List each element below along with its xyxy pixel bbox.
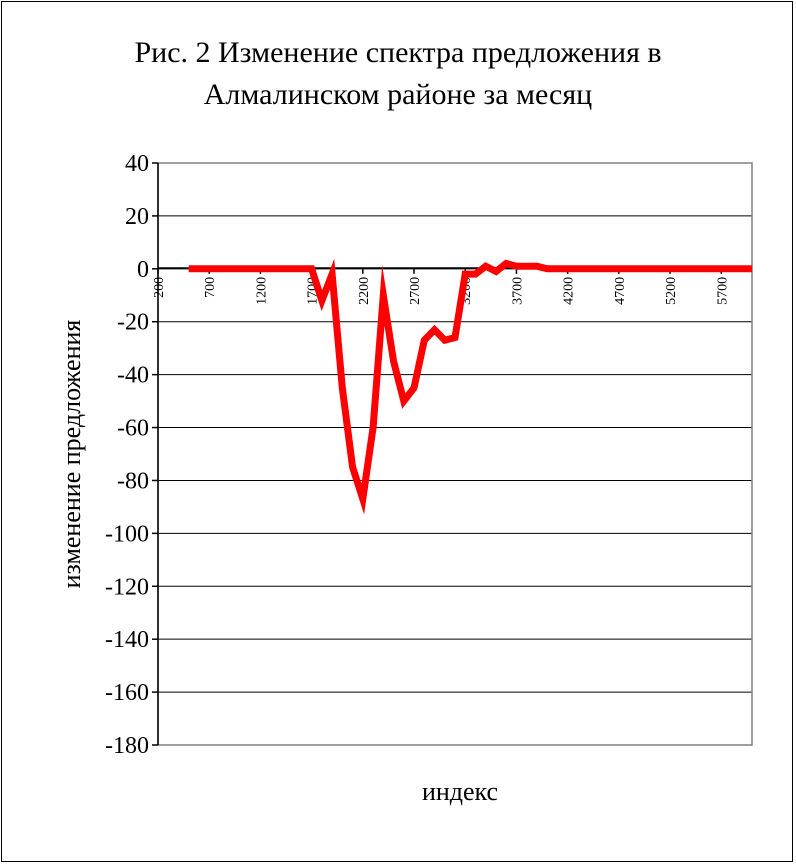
data-point: [556, 268, 558, 270]
data-point: [710, 268, 712, 270]
data-point: [741, 268, 743, 270]
data-point: [270, 268, 272, 270]
data-point: [382, 294, 384, 296]
y-tick-label: -160: [105, 680, 149, 706]
data-point: [597, 268, 599, 270]
data-point: [628, 268, 630, 270]
chart-title: Рис. 2 Изменение спектра предложения в А…: [0, 32, 796, 116]
data-point: [372, 427, 374, 429]
data-point: [321, 300, 323, 302]
data-point: [393, 360, 395, 362]
data-point: [720, 268, 722, 270]
y-tick-label: -40: [117, 363, 149, 389]
data-point: [474, 273, 476, 275]
y-tick-label: -120: [105, 574, 149, 600]
data-point: [434, 329, 436, 331]
y-tick-label: -20: [117, 310, 149, 336]
x-tick-label: 5700: [715, 277, 730, 305]
data-point: [218, 268, 220, 270]
x-tick-label: 2700: [408, 277, 423, 305]
y-tick-label: -140: [105, 627, 149, 653]
x-tick-label: 3700: [510, 277, 525, 305]
data-point: [444, 339, 446, 341]
data-point: [618, 268, 620, 270]
data-point: [505, 263, 507, 265]
data-point: [229, 268, 231, 270]
y-tick-label: 0: [137, 257, 149, 283]
data-point: [731, 268, 733, 270]
data-point: [669, 268, 671, 270]
data-point: [608, 268, 610, 270]
data-point: [280, 268, 282, 270]
x-tick-label: 4700: [613, 277, 628, 305]
data-point: [649, 268, 651, 270]
data-point: [700, 268, 702, 270]
gridlines: [158, 162, 752, 746]
y-tick-labels: 40 20 0 -20 -40 -60 -80 -100 -120 -140 -160 -180: [105, 151, 158, 759]
data-point: [311, 268, 313, 270]
data-point: [536, 265, 538, 267]
data-point: [515, 265, 517, 267]
data-point: [198, 268, 200, 270]
data-point: [403, 400, 405, 402]
data-point: [464, 273, 466, 275]
data-point: [341, 387, 343, 389]
x-tick-label: 2200: [357, 277, 372, 305]
data-point: [659, 268, 661, 270]
series-line: [188, 258, 752, 515]
data-point: [751, 268, 753, 270]
x-tick-label: 700: [203, 277, 218, 298]
data-point: [259, 268, 261, 270]
y-tick-label: -100: [105, 521, 149, 547]
chart-title-line-1: Рис. 2 Изменение спектра предложения в: [134, 36, 662, 69]
data-point: [362, 498, 364, 500]
data-point: [546, 268, 548, 270]
chart-title-line-2: Алмалинском районе за месяц: [203, 78, 593, 111]
data-point: [352, 466, 354, 468]
data-point: [587, 268, 589, 270]
x-tick-label: 5200: [664, 277, 679, 305]
y-tick-label: 40: [125, 151, 149, 177]
data-point: [331, 273, 333, 275]
x-tick-label: 4200: [562, 277, 577, 305]
x-tick-labels: 200 700 1200 1700 2200 2700 3200 3700 4200 4700 52…: [152, 268, 730, 305]
data-point: [454, 337, 456, 339]
data-point: [290, 268, 292, 270]
y-tick-label: -180: [105, 733, 149, 759]
data-point: [690, 268, 692, 270]
data-point: [249, 268, 251, 270]
x-axis-label: индекс: [422, 777, 498, 806]
data-point: [423, 339, 425, 341]
y-tick-label: -60: [117, 416, 149, 442]
y-tick-label: -80: [117, 468, 149, 494]
y-axis-label: изменение предложения: [57, 320, 86, 589]
y-tick-label: 20: [125, 204, 149, 230]
data-point: [567, 268, 569, 270]
series-group: [188, 258, 753, 515]
x-tick-label: 1200: [254, 277, 269, 305]
data-point: [239, 268, 241, 270]
data-point: [577, 268, 579, 270]
data-point: [679, 268, 681, 270]
data-point: [188, 268, 190, 270]
data-point: [485, 265, 487, 267]
data-point: [526, 265, 528, 267]
data-point: [495, 270, 497, 272]
data-point: [413, 387, 415, 389]
plot-area-border: [157, 162, 753, 746]
data-point: [300, 268, 302, 270]
data-point: [638, 268, 640, 270]
data-point: [208, 268, 210, 270]
x-tick-label: 200: [152, 277, 167, 298]
